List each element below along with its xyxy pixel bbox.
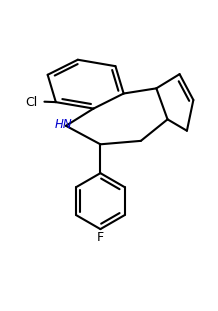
Text: Cl: Cl xyxy=(25,95,37,109)
Text: HN: HN xyxy=(54,118,72,131)
Text: F: F xyxy=(97,231,104,244)
